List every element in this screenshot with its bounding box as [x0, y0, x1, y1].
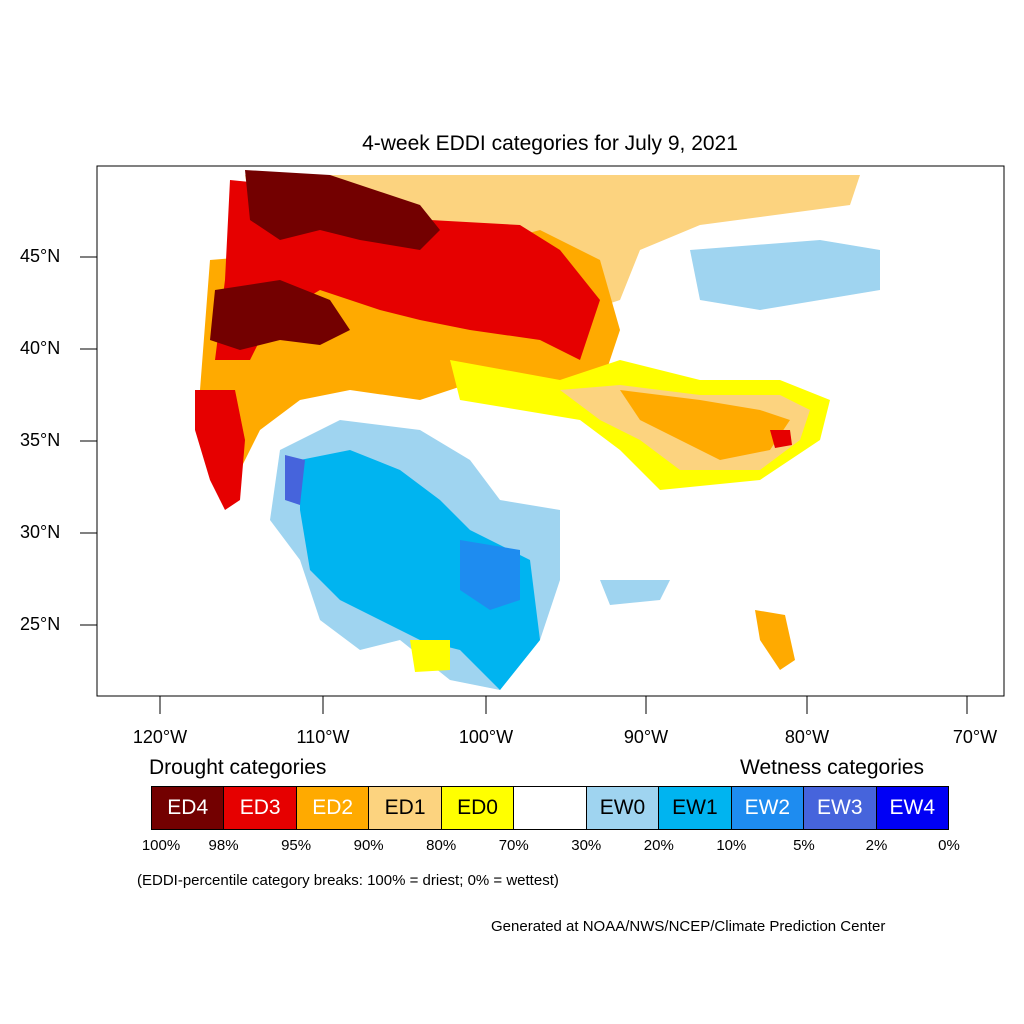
legend-cell-ew4: EW4: [876, 787, 948, 829]
lat-label-25: 25°N: [20, 614, 61, 634]
lon-label-120: 120°W: [132, 727, 188, 747]
percentile-label: 98%: [208, 837, 239, 854]
legend-cell-ew1: EW1: [659, 787, 732, 829]
percentile-label: 10%: [716, 837, 747, 854]
lon-label-110: 110°W: [296, 727, 350, 747]
lon-label-80: 80°W: [784, 727, 830, 747]
legend-cell-ew0: EW0: [586, 787, 660, 829]
drought-heading: Drought categories: [149, 756, 327, 779]
legend-cell-ew2: EW2: [731, 787, 805, 829]
legend-cell-ew3: EW3: [804, 787, 877, 829]
category-legend: ED4 ED3 ED2 ED1 ED0 EW0 EW1 EW2 EW3 EW4: [151, 786, 949, 830]
percentile-label: 100%: [141, 837, 181, 854]
ew0-gulf-coast: [600, 580, 670, 605]
lat-label-40: 40°N: [20, 338, 61, 358]
lon-label-90: 90°W: [623, 727, 669, 747]
percentile-label: 80%: [426, 837, 457, 854]
lat-label-35: 35°N: [20, 430, 61, 450]
percentile-note: (EDDI-percentile category breaks: 100% =…: [137, 872, 559, 889]
ew1-southwest: [300, 450, 540, 690]
map-border: [96, 165, 1005, 697]
percentile-label: 95%: [281, 837, 312, 854]
wetness-heading: Wetness categories: [740, 756, 925, 779]
percentile-label: 30%: [571, 837, 602, 854]
legend-cell-ed4: ED4: [152, 787, 225, 829]
ed2-florida: [755, 610, 795, 670]
ed2-ohio-valley: [620, 390, 790, 460]
lon-label-70: 70°W: [952, 727, 998, 747]
lat-label-30: 30°N: [20, 522, 61, 542]
credit-line: Generated at NOAA/NWS/NCEP/Climate Predi…: [491, 918, 886, 935]
ed0-mexico-patch: [410, 640, 450, 672]
lat-label-45: 45°N: [20, 246, 61, 266]
percentile-label: 20%: [643, 837, 674, 854]
percentile-label: 0%: [938, 837, 960, 854]
map-title: 4-week EDDI categories for July 9, 2021: [362, 132, 738, 155]
percentile-label: 5%: [793, 837, 815, 854]
percentile-label: 2%: [865, 837, 888, 854]
percentile-label: 70%: [498, 837, 529, 854]
legend-cell-neutral: [514, 787, 587, 829]
legend-cell-ed3: ED3: [224, 787, 297, 829]
legend-cell-ed0: ED0: [441, 787, 515, 829]
legend-cell-ed2: ED2: [296, 787, 370, 829]
ew2-texas: [460, 540, 520, 610]
ew3-arizona: [285, 455, 305, 505]
ed4-oregon-idaho: [210, 280, 350, 350]
percentile-label: 90%: [353, 837, 384, 854]
lon-label-100: 100°W: [458, 727, 514, 747]
ed3-california: [195, 390, 245, 510]
ed3-virginia: [770, 430, 792, 448]
ed4-pacific-northwest: [245, 170, 440, 250]
legend-cell-ed1: ED1: [369, 787, 442, 829]
ew0-great-lakes: [690, 240, 880, 310]
